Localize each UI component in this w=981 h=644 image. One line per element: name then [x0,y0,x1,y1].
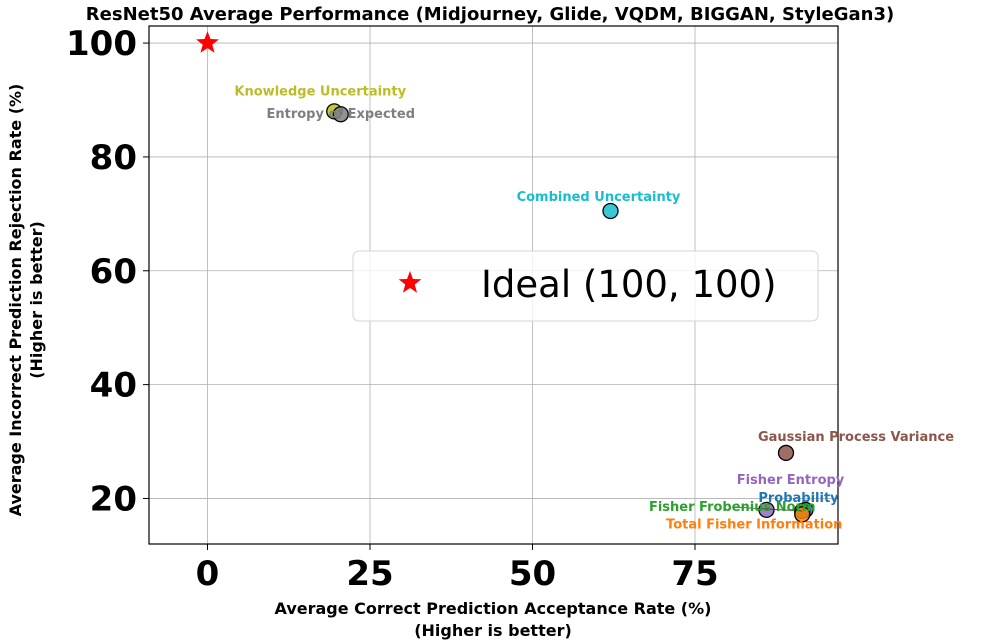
y-tick-label: 20 [90,479,137,519]
x-axis-label: Average Correct Prediction Acceptance Ra… [275,599,712,618]
legend-box [352,250,819,322]
x-axis-label-sub: (Higher is better) [414,621,572,640]
point-label-entropy-of-expected: Entropy of Expected [266,107,415,122]
data-point-fisher-entropy [758,501,775,518]
x-tick-label: 75 [671,554,718,594]
legend-star-marker [398,271,422,293]
point-label-combined-uncertainty: Combined Uncertainty [517,190,681,205]
ideal-marker-group [196,31,219,53]
point-label-fisher-entropy: Fisher Entropy [737,473,845,488]
x-tick-label: 0 [196,554,220,594]
chart-title: ResNet50 Average Performance (Midjourney… [86,4,894,25]
grid-lines [149,26,838,544]
point-label-fisher-frobenius-norm: Fisher Frobenius Norm [649,500,816,515]
annotation-leader [732,506,803,512]
ideal-star-marker [196,31,219,53]
point-label-gaussian-process-variance: Gaussian Process Variance [758,430,954,445]
axis-ticks: 0 25 50 75 20 40 60 80 100 [66,24,719,594]
data-point-gaussian-process-variance [777,444,795,462]
y-tick-label: 80 [90,138,137,178]
x-tick-label: 25 [346,554,393,594]
data-point-combined-uncertainty [602,202,619,220]
x-tick-label: 50 [509,554,556,594]
y-axis-label-sub: (Higher is better) [27,221,46,379]
point-label-knowledge-uncertainty: Knowledge Uncertainty [234,84,406,99]
plot-frame [148,25,839,545]
y-tick-label: 100 [66,24,137,64]
legend: Ideal (100, 100) [352,250,819,322]
data-point-entropy-of-expected [332,106,349,123]
data-points: Knowledge Uncertainty Entropy of Expected… [234,84,954,532]
y-tick-label: 60 [90,252,137,292]
point-label-probability: Probability [758,491,839,506]
y-tick-label: 40 [90,366,137,406]
point-label-total-fisher-information: Total Fisher Information [666,517,842,532]
legend-entry-ideal: Ideal (100, 100) [481,263,777,306]
y-axis-label: Average Incorrect Prediction Rejection R… [6,84,25,517]
